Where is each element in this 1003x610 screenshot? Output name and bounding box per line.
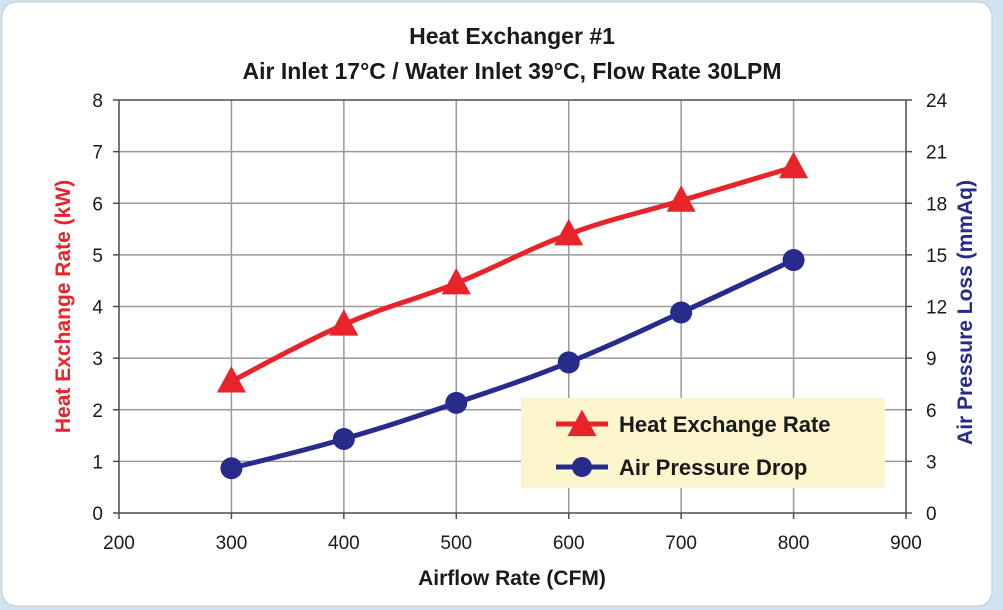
legend-marker-triangle <box>567 409 597 437</box>
x-tick-label: 200 <box>103 533 135 554</box>
legend-marker-circle <box>572 457 592 477</box>
x-tick-label: 400 <box>328 533 360 554</box>
data-point-air-pressure-drop <box>782 249 805 272</box>
data-point-heat-exchange-rate <box>554 218 584 246</box>
right-y-tick-label: 3 <box>926 452 937 473</box>
right-y-tick-label: 21 <box>926 143 947 164</box>
left-y-tick-label: 5 <box>92 246 103 267</box>
right-y-tick-label: 18 <box>926 194 947 215</box>
data-point-air-pressure-drop <box>670 301 693 324</box>
series-line-heat-exchange-rate <box>230 164 795 384</box>
data-point-air-pressure-drop <box>332 428 355 451</box>
x-tick-label: 500 <box>440 533 472 554</box>
x-tick-label: 300 <box>216 533 248 554</box>
left-y-tick-label: 0 <box>92 504 103 525</box>
right-y-axis-ticks: 0 3 6 9 12 15 18 21 24 <box>906 91 948 525</box>
left-y-axis-title: Heat Exchange Rate (kW) <box>52 180 75 433</box>
right-y-axis-title: Air Pressure Loss (mmAq) <box>954 180 977 445</box>
data-point-heat-exchange-rate <box>216 366 246 393</box>
x-tick-label: 700 <box>665 533 697 554</box>
right-y-tick-label: 24 <box>926 91 948 112</box>
data-point-air-pressure-drop <box>445 391 468 414</box>
data-point-air-pressure-drop <box>220 457 243 480</box>
chart-subtitle: Air Inlet 17°C / Water Inlet 39°C, Flow … <box>243 58 782 84</box>
right-y-tick-label: 6 <box>926 401 937 422</box>
right-y-tick-label: 15 <box>926 246 947 267</box>
left-y-tick-label: 3 <box>92 349 103 370</box>
data-point-heat-exchange-rate <box>329 309 359 336</box>
chart-title: Heat Exchanger #1 <box>409 23 615 49</box>
left-y-tick-label: 2 <box>92 401 103 422</box>
left-y-axis-ticks: 0 1 2 3 4 5 6 7 8 <box>92 91 119 525</box>
x-tick-label: 800 <box>778 533 810 554</box>
data-point-heat-exchange-rate <box>779 151 809 179</box>
legend-label-air-pressure-drop: Air Pressure Drop <box>619 455 807 480</box>
left-y-tick-label: 1 <box>92 452 103 473</box>
x-axis-title: Airflow Rate (CFM) <box>418 567 606 590</box>
x-axis-ticks: 200 300 400 500 600 700 800 900 <box>103 513 922 554</box>
left-y-tick-label: 8 <box>92 91 103 112</box>
data-point-air-pressure-drop <box>557 351 580 374</box>
x-tick-label: 900 <box>890 533 922 554</box>
legend-label-heat-exchange-rate: Heat Exchange Rate <box>619 412 831 437</box>
data-point-heat-exchange-rate <box>666 185 696 212</box>
right-y-tick-label: 12 <box>926 298 947 319</box>
series-layer <box>216 151 809 480</box>
data-point-heat-exchange-rate <box>441 267 471 295</box>
left-y-tick-label: 4 <box>92 298 103 319</box>
x-tick-label: 600 <box>553 533 585 554</box>
right-y-tick-label: 9 <box>926 349 937 370</box>
left-y-tick-label: 7 <box>92 143 103 164</box>
left-y-tick-label: 6 <box>92 194 103 215</box>
legend: Heat Exchange Rate Air Pressure Drop <box>521 398 885 488</box>
right-y-tick-label: 0 <box>926 504 937 525</box>
